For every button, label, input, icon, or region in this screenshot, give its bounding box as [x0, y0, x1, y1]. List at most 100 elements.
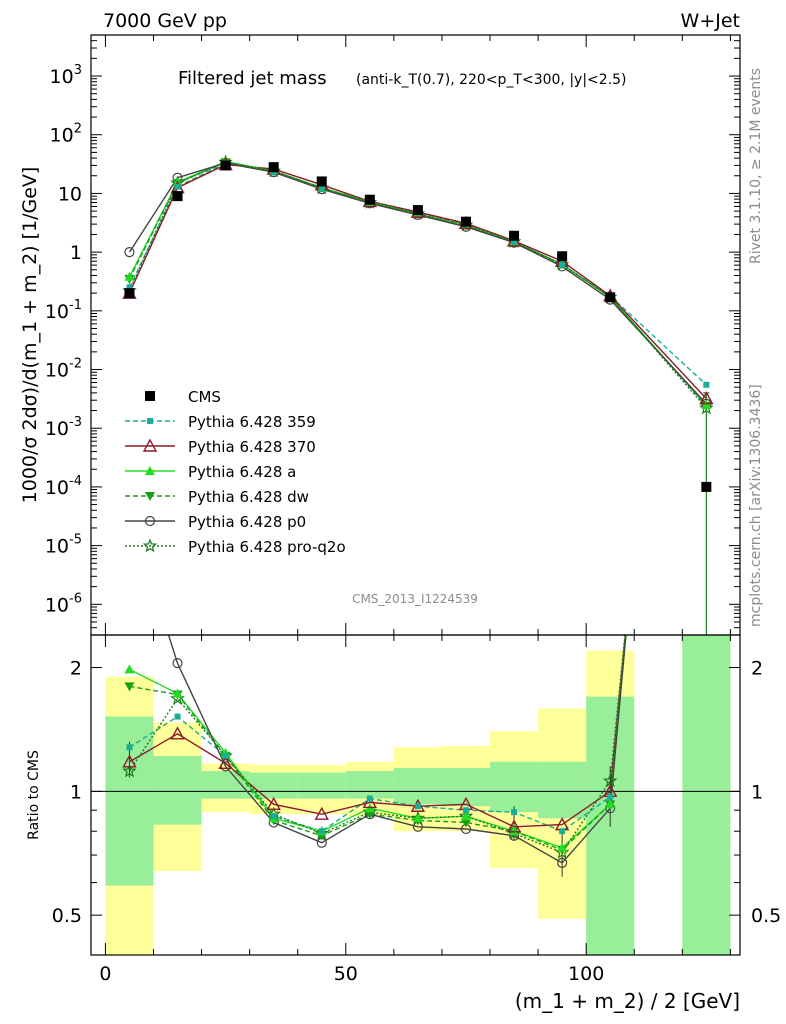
data-point — [314, 806, 329, 820]
data-point — [270, 169, 277, 176]
y-tick-exponent: -6 — [69, 591, 82, 606]
legend-label: Pythia 6.428 a — [188, 463, 296, 481]
plot-frames — [90, 34, 741, 956]
y-tick-exponent: -3 — [69, 415, 82, 430]
x-tick-label: 50 — [334, 963, 358, 985]
legend: CMS Pythia 6.428 359 Pythia 6.428 370 Pythi… — [125, 388, 346, 556]
data-point — [172, 658, 183, 669]
data-point — [557, 857, 568, 868]
y-tick-label: 10-1 — [45, 298, 82, 323]
data-point — [268, 162, 279, 173]
data-point — [511, 238, 518, 245]
y-tick-exponent: -4 — [69, 474, 82, 489]
y-tick-exponent: -5 — [69, 533, 82, 548]
data-point — [126, 744, 133, 751]
legend-item: Pythia 6.428 370 — [125, 438, 316, 456]
ratio-plot-series — [122, 635, 627, 877]
main-plot-series — [122, 154, 714, 635]
data-point — [124, 682, 135, 692]
legend-label: Pythia 6.428 370 — [188, 438, 316, 456]
series-line — [128, 161, 707, 409]
band-stat — [490, 761, 539, 813]
data-point — [142, 438, 158, 452]
data-point — [122, 754, 137, 768]
x-axis-title: (m_1 + m_2) / 2 [GeV] — [515, 989, 740, 1013]
y-tick-exponent: -2 — [69, 357, 82, 372]
y-tick-exponent: 2 — [74, 122, 82, 137]
legend-item: Pythia 6.428 dw — [125, 488, 309, 506]
data-point — [222, 752, 229, 759]
side-label-source: mcplots.cern.ch [arXiv:1306.3436] — [748, 384, 764, 627]
data-point — [122, 763, 137, 778]
data-point — [124, 664, 135, 674]
data-point — [220, 160, 231, 171]
data-point — [703, 381, 710, 388]
data-point — [145, 492, 155, 501]
data-point — [366, 795, 373, 802]
ratio-line — [128, 635, 626, 854]
ratio-line — [167, 635, 627, 864]
y-tick-exponent: 3 — [74, 63, 82, 78]
y-tick-label: 10-5 — [45, 533, 82, 558]
legend-item: Pythia 6.428 a — [125, 463, 296, 481]
data-point — [270, 813, 277, 820]
y-tick-label: 10-4 — [45, 474, 82, 499]
legend-label: Pythia 6.428 359 — [188, 413, 316, 431]
y-tick-label: 10-3 — [45, 415, 82, 440]
ratio-y-tick-label: 1 — [70, 781, 82, 803]
ratio-uncertainty-bands — [91, 635, 740, 955]
data-point — [511, 809, 518, 816]
y-axis-title: 1000/σ 2dσ)/d(m_1 + m_2) [1/GeV] — [19, 167, 41, 504]
ratio-y-tick-label-right: 0.5 — [751, 905, 781, 927]
data-point — [364, 194, 375, 205]
band-stat — [297, 772, 346, 799]
data-point — [509, 826, 520, 836]
data-point — [174, 183, 181, 190]
legend-label: CMS — [188, 388, 221, 406]
ratio-line — [129, 635, 627, 849]
data-point — [266, 796, 281, 811]
series-line — [128, 160, 707, 406]
data-point — [701, 399, 712, 409]
ratio-y-tick-label-right: 2 — [751, 658, 763, 680]
ratio-frame — [90, 634, 741, 956]
band-stat — [682, 635, 731, 955]
data-point — [412, 205, 423, 216]
data-point — [172, 688, 183, 698]
ratio-line — [129, 635, 627, 828]
ratio-y-tick-label: 2 — [70, 658, 82, 680]
data-point — [126, 284, 133, 291]
data-point — [460, 811, 471, 821]
data-point — [142, 538, 158, 553]
y-tick-label: 1 — [70, 242, 82, 264]
legend-label: Pythia 6.428 dw — [188, 488, 309, 506]
data-point — [172, 191, 183, 202]
y-tick-label: 10 — [58, 183, 82, 205]
data-point — [506, 819, 522, 833]
data-point — [316, 176, 327, 187]
data-point — [145, 466, 155, 475]
data-point — [605, 799, 616, 809]
data-point — [124, 247, 135, 258]
data-point — [414, 803, 421, 810]
data-point — [559, 828, 566, 835]
header-right: W+Jet — [681, 10, 740, 32]
plot-title: Filtered jet mass — [178, 68, 327, 89]
legend-item: Pythia 6.428 p0 — [125, 513, 306, 531]
data-point — [460, 818, 471, 828]
band-stat — [249, 772, 298, 799]
side-label-rivet: Rivet 3.1.10, ≥ 2.1M events — [748, 68, 764, 264]
band-stat — [345, 771, 394, 799]
band-stat — [153, 755, 202, 825]
data-point — [462, 807, 469, 814]
series-line — [128, 163, 707, 400]
data-point — [362, 794, 378, 809]
data-point — [318, 185, 325, 192]
data-point — [699, 391, 714, 405]
data-point — [557, 842, 568, 852]
data-point — [364, 810, 375, 820]
y-tick-label: 10-6 — [45, 591, 82, 616]
band-stat — [441, 767, 491, 807]
